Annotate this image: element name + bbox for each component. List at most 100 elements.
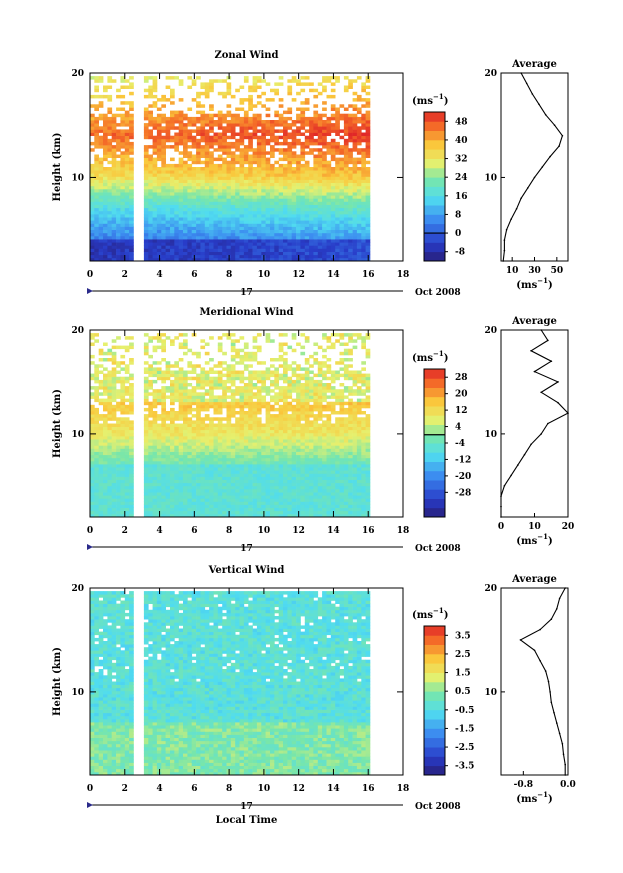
heatmap-cell bbox=[90, 376, 95, 381]
heatmap-cell bbox=[161, 404, 166, 409]
heatmap-cell bbox=[129, 145, 134, 149]
heatmap-cell bbox=[165, 448, 171, 452]
heatmap-cell bbox=[183, 376, 188, 381]
heatmap-cell bbox=[143, 414, 149, 418]
heatmap-cell bbox=[252, 460, 258, 465]
heatmap-cell bbox=[94, 126, 99, 130]
heatmap-cell bbox=[143, 110, 149, 115]
heatmap-cell bbox=[174, 495, 179, 499]
heatmap-cell bbox=[103, 439, 108, 443]
heatmap-cell bbox=[111, 151, 117, 155]
heatmap-cell bbox=[111, 345, 117, 350]
heatmap-cell bbox=[330, 88, 336, 93]
heatmap-cell bbox=[270, 235, 275, 240]
heatmap-cell bbox=[270, 201, 275, 205]
heatmap-cell bbox=[129, 358, 134, 362]
heatmap-cell bbox=[170, 460, 175, 465]
heatmap-cell bbox=[116, 223, 121, 227]
heatmap-cell bbox=[261, 454, 266, 459]
heatmap-cell bbox=[143, 210, 149, 215]
heatmap-cell bbox=[183, 141, 188, 146]
heatmap-cell bbox=[278, 170, 284, 174]
heatmap-cell bbox=[170, 420, 175, 424]
heatmap-cell bbox=[120, 94, 126, 99]
heatmap-cell bbox=[98, 160, 104, 165]
heatmap-cell bbox=[222, 442, 227, 446]
heatmap-cell bbox=[322, 132, 327, 136]
heatmap-cell bbox=[213, 417, 219, 421]
heatmap-cell bbox=[174, 442, 179, 446]
heatmap-cell bbox=[103, 476, 108, 480]
heatmap-cell bbox=[209, 251, 214, 256]
heatmap-cell bbox=[252, 417, 258, 421]
heatmap-cell bbox=[265, 195, 271, 199]
heatmap-cell bbox=[265, 467, 271, 471]
heatmap-cell bbox=[90, 426, 95, 431]
heatmap-cell bbox=[196, 473, 201, 477]
heatmap-cell bbox=[161, 501, 166, 505]
heatmap-cell bbox=[256, 473, 262, 477]
heatmap-cell bbox=[178, 501, 184, 505]
heatmap-cell bbox=[156, 376, 162, 381]
heatmap-cell bbox=[178, 123, 184, 127]
heatmap-cell bbox=[326, 176, 332, 180]
heatmap-cell bbox=[94, 451, 99, 456]
heatmap-cell bbox=[129, 457, 134, 462]
heatmap-cell bbox=[187, 417, 193, 421]
heatmap-cell bbox=[274, 113, 279, 118]
heatmap-cell bbox=[217, 426, 223, 431]
heatmap-cell bbox=[256, 195, 262, 199]
heatmap-cell bbox=[322, 226, 327, 230]
heatmap-cell bbox=[361, 217, 366, 221]
heatmap-cell bbox=[129, 492, 134, 496]
heatmap-cell bbox=[170, 229, 175, 234]
heatmap-cell bbox=[174, 414, 179, 418]
heatmap-cell bbox=[148, 470, 153, 474]
heatmap-cell bbox=[120, 423, 126, 427]
heatmap-cell bbox=[256, 386, 262, 390]
heatmap-cell bbox=[165, 123, 171, 127]
heatmap-cell bbox=[239, 257, 245, 262]
heatmap-cell bbox=[335, 167, 340, 171]
heatmap-cell bbox=[111, 436, 117, 440]
heatmap-cell bbox=[230, 207, 236, 212]
heatmap-cell bbox=[209, 476, 214, 480]
heatmap-cell bbox=[335, 79, 340, 83]
heatmap-cell bbox=[94, 141, 99, 146]
heatmap-cell bbox=[343, 132, 349, 136]
heatmap-cell bbox=[98, 401, 104, 406]
heatmap-cell bbox=[365, 101, 371, 105]
heatmap-cell bbox=[107, 160, 113, 165]
heatmap-cell bbox=[283, 173, 288, 177]
heatmap-cell bbox=[143, 479, 149, 484]
heatmap-cell bbox=[243, 151, 249, 155]
heatmap-cell bbox=[248, 85, 253, 89]
heatmap-cell bbox=[129, 436, 134, 440]
heatmap-cell bbox=[200, 245, 206, 249]
heatmap-cell bbox=[278, 223, 284, 227]
heatmap-cell bbox=[326, 204, 332, 209]
heatmap-cell bbox=[230, 404, 236, 409]
heatmap-cell bbox=[107, 414, 113, 418]
heatmap-cell bbox=[170, 170, 175, 174]
heatmap-cell bbox=[226, 232, 232, 237]
heatmap-cell bbox=[213, 479, 219, 484]
heatmap-cell bbox=[152, 411, 158, 415]
heatmap-cell bbox=[239, 201, 245, 205]
heatmap-cell bbox=[161, 104, 166, 108]
heatmap-cell bbox=[187, 207, 193, 212]
heatmap-cell bbox=[322, 251, 327, 256]
heatmap-cell bbox=[343, 167, 349, 171]
heatmap-cell bbox=[348, 242, 353, 246]
heatmap-cell bbox=[313, 154, 319, 158]
heatmap-cell bbox=[148, 495, 153, 499]
heatmap-cell bbox=[103, 226, 108, 230]
heatmap-cell bbox=[90, 464, 95, 468]
heatmap-cell bbox=[356, 185, 362, 190]
heatmap-cell bbox=[313, 217, 319, 221]
heatmap-cell bbox=[326, 185, 332, 190]
heatmap-cell bbox=[287, 195, 293, 199]
heatmap-cell bbox=[239, 464, 245, 468]
heatmap-cell bbox=[222, 245, 227, 249]
heatmap-cell bbox=[265, 426, 271, 431]
